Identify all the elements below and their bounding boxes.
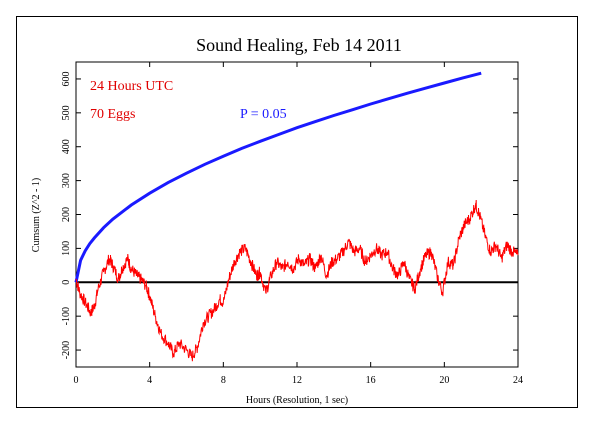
- y-tick-label: 0: [61, 280, 72, 285]
- x-tick-label: 20: [439, 375, 449, 386]
- annotation-duration: 24 Hours UTC: [90, 79, 173, 94]
- y-tick-label: 500: [61, 105, 72, 120]
- x-tick-label: 0: [74, 375, 79, 386]
- y-tick-label: 300: [61, 173, 72, 188]
- chart-title: Sound Healing, Feb 14 2011: [196, 35, 402, 55]
- y-tick-label: 600: [61, 71, 72, 86]
- x-ticks: 0 4 8 12 16 20 24: [74, 62, 523, 386]
- y-axis-label: Cumsum (Z^2 - 1): [31, 178, 42, 252]
- plot-area: [75, 61, 519, 368]
- x-tick-label: 12: [292, 375, 302, 386]
- y-tick-label: -100: [61, 307, 72, 325]
- probability-envelope-line: [74, 71, 482, 283]
- x-tick-label: 8: [221, 375, 226, 386]
- x-tick-label: 16: [366, 375, 376, 386]
- x-tick-label: 24: [513, 375, 523, 386]
- annotation-eggs: 70 Eggs: [90, 107, 136, 122]
- chart-svg: Sound Healing, Feb 14 2011 -200 -100 0 100 2…: [31, 35, 523, 406]
- x-tick-label: 4: [147, 375, 152, 386]
- x-axis-label: Hours (Resolution, 1 sec): [246, 395, 348, 406]
- y-tick-label: 100: [61, 241, 72, 256]
- y-tick-label: 400: [61, 139, 72, 154]
- annotation-probability: P = 0.05: [240, 107, 287, 122]
- cumsum-line: [75, 199, 519, 362]
- chart-frame: Sound Healing, Feb 14 2011 -200 -100 0 100 2…: [16, 16, 578, 408]
- y-tick-label: 200: [61, 207, 72, 222]
- y-tick-label: -200: [61, 341, 72, 359]
